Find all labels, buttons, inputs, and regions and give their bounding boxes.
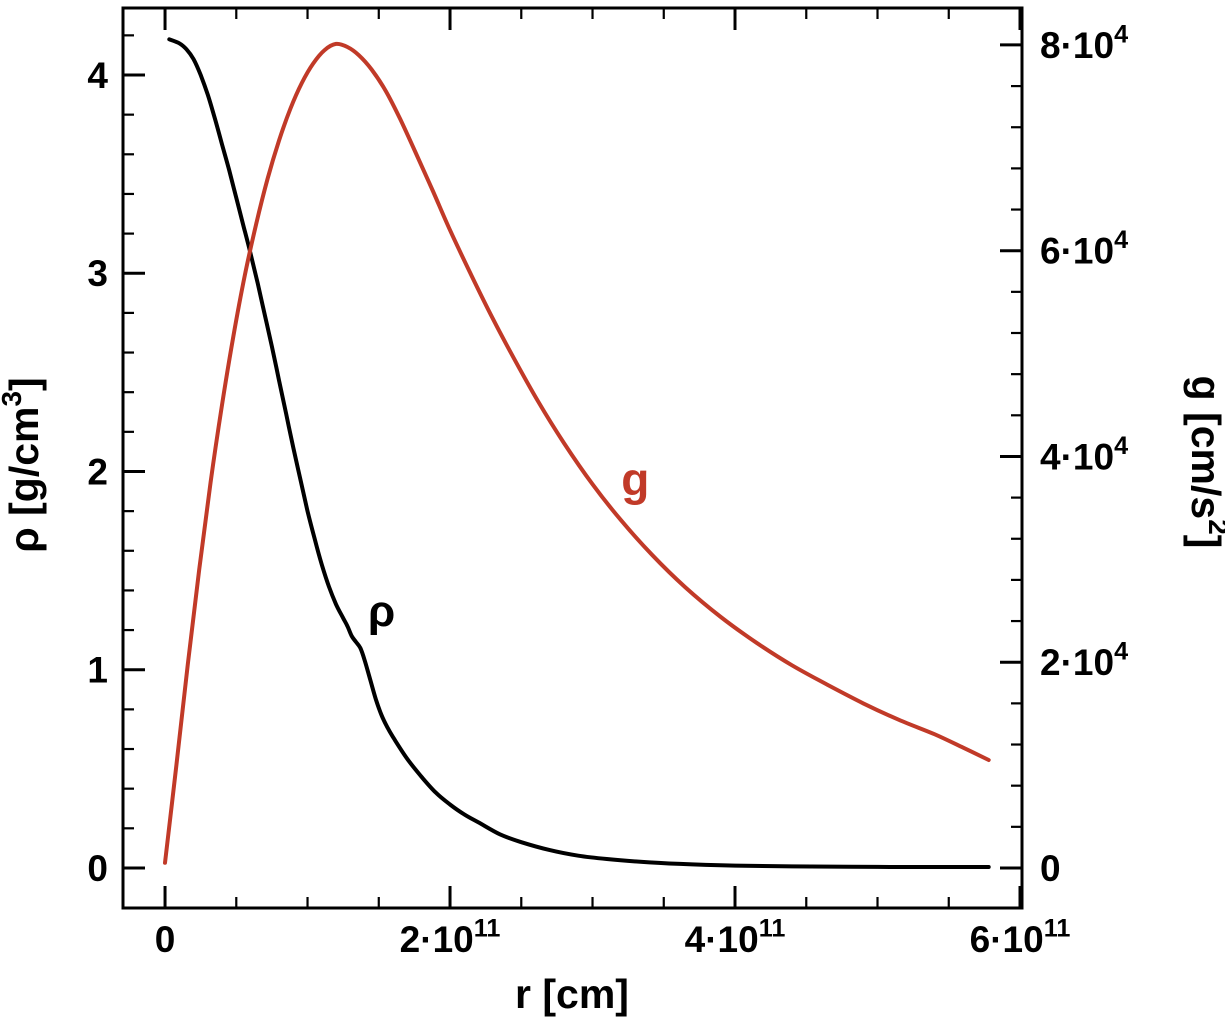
x-tick-label: 2·1011 [400,915,501,961]
g-curve [163,41,991,865]
right-tick-label: 4·104 [1040,432,1128,478]
left-tick-label: 0 [87,848,108,889]
left-tick-label: 3 [87,253,108,294]
rho-curve-label: ρ [368,587,395,636]
x-tick-label: 6·1011 [970,915,1071,961]
left-tick-label: 4 [87,55,108,96]
right-tick-label: 0 [1040,848,1061,889]
x-tick-label: 4·1011 [685,915,786,961]
left-axis-title: ρ [g/cm3] [0,377,47,552]
right-axis-title: g [cm/s2] [1183,376,1225,549]
left-tick-label: 2 [87,451,108,492]
axes-layer [123,8,1022,908]
rho-curve [167,37,991,869]
right-tick-label: 8·104 [1040,20,1128,66]
x-tick-label: 0 [155,919,176,960]
x-axis-title: r [cm] [515,971,629,1017]
g-curve-label: g [621,454,649,506]
right-tick-label: 6·104 [1040,226,1128,272]
right-tick-label: 2·104 [1040,638,1128,684]
left-tick-label: 1 [87,650,108,691]
plot-frame [121,6,1024,910]
